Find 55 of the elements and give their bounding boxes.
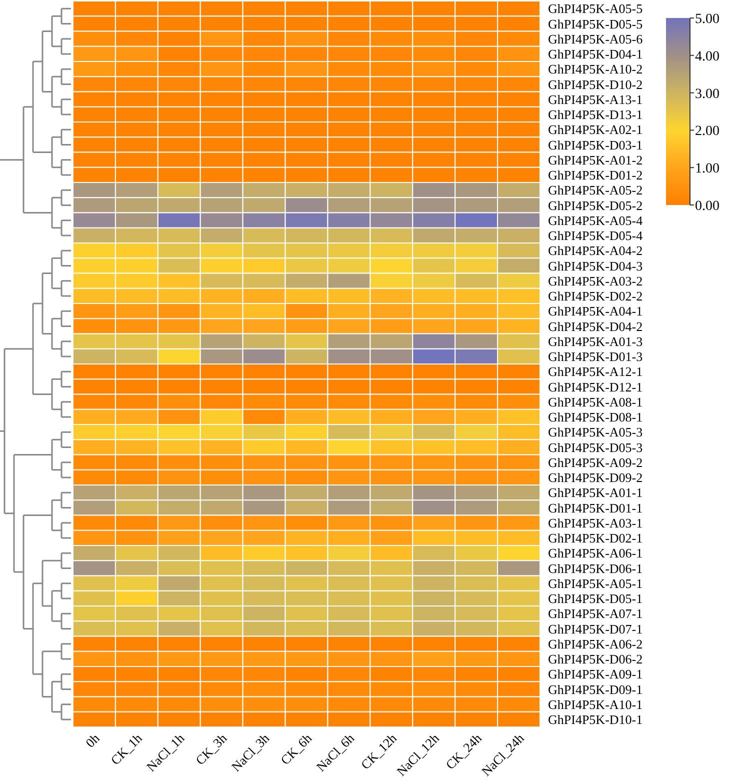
y-tick-label: GhPI4P5K-A04-1 [548, 304, 643, 319]
y-tick-label: GhPI4P5K-D05-1 [548, 591, 643, 606]
y-tick-label: GhPI4P5K-A03-1 [548, 515, 643, 530]
y-tick-label: GhPI4P5K-A05-4 [548, 212, 644, 228]
y-tick-label: GhPI4P5K-D09-2 [548, 470, 643, 486]
y-tick-label: GhPI4P5K-D06-2 [548, 652, 643, 667]
y-tick-label: GhPI4P5K-A06-1 [548, 546, 643, 561]
color-bar-label: 3.00 [695, 86, 720, 102]
y-tick-label: GhPI4P5K-A08-1 [548, 394, 643, 410]
y-tick-label: GhPI4P5K-A05-2 [548, 182, 643, 198]
y-tick-label: GhPI4P5K-D02-1 [548, 530, 643, 546]
y-tick-label: GhPI4P5K-A13-1 [548, 92, 643, 107]
y-tick-label: GhPI4P5K-D13-1 [548, 107, 643, 122]
y-tick-label: GhPI4P5K-A09-2 [548, 454, 643, 470]
y-tick-label: GhPI4P5K-A07-1 [548, 606, 643, 622]
y-tick-label: GhPI4P5K-A10-2 [548, 62, 643, 77]
y-tick-label: GhPI4P5K-D08-1 [548, 410, 643, 425]
color-bar-label: 2.00 [695, 124, 720, 140]
y-tick-label: GhPI4P5K-D09-1 [548, 682, 643, 697]
y-tick-label: GhPI4P5K-A09-1 [548, 666, 643, 682]
color-bar-label: 1.00 [695, 162, 720, 177]
y-tick-label: GhPI4P5K-D04-2 [548, 318, 643, 334]
y-tick-label: GhPI4P5K-D07-1 [548, 621, 643, 636]
y-tick-label: GhPI4P5K-A01-1 [548, 485, 643, 500]
y-tick-label: GhPI4P5K-A12-1 [548, 364, 643, 380]
y-tick-label: GhPI4P5K-A04-2 [548, 243, 643, 258]
y-tick-label: GhPI4P5K-D05-3 [548, 440, 643, 455]
y-tick-label: GhPI4P5K-D10-1 [548, 712, 643, 728]
y-tick-label: GhPI4P5K-D05-4 [548, 228, 644, 244]
y-tick-label: GhPI4P5K-A06-2 [548, 636, 643, 652]
y-tick-label: GhPI4P5K-A02-1 [548, 122, 643, 138]
y-tick-label: GhPI4P5K-A01-2 [548, 152, 643, 168]
y-tick-label: GhPI4P5K-A05-1 [548, 576, 643, 591]
color-bar-label: 5.00 [695, 12, 720, 27]
color-bar-label: 4.00 [695, 49, 720, 64]
y-tick-label: GhPI4P5K-D04-3 [548, 258, 643, 274]
y-tick-label: GhPI4P5K-A05-5 [548, 1, 643, 16]
y-tick-label: GhPI4P5K-D04-1 [548, 46, 643, 62]
y-tick-label: GhPI4P5K-D02-2 [548, 288, 643, 304]
y-tick-label: GhPI4P5K-D10-2 [548, 76, 643, 92]
y-tick-label: GhPI4P5K-A01-3 [548, 334, 643, 349]
y-tick-label: GhPI4P5K-D06-1 [548, 560, 643, 576]
color-bar-label: 0.00 [695, 199, 720, 214]
y-tick-label: GhPI4P5K-A03-2 [548, 273, 643, 288]
y-tick-label: GhPI4P5K-D01-2 [548, 168, 643, 183]
y-tick-label: GhPI4P5K-D05-5 [548, 16, 643, 32]
y-tick-label: GhPI4P5K-A05-3 [548, 424, 643, 440]
y-tick-label: GhPI4P5K-A10-1 [548, 696, 643, 712]
y-tick-label: GhPI4P5K-D01-3 [548, 349, 643, 364]
y-tick-label: GhPI4P5K-A05-6 [548, 31, 644, 46]
y-tick-label: GhPI4P5K-D03-1 [548, 137, 643, 152]
x-tick-label: 0h [82, 730, 103, 750]
y-tick-label: GhPI4P5K-D12-1 [548, 379, 643, 394]
y-tick-label: GhPI4P5K-D01-1 [548, 500, 643, 516]
y-tick-label: GhPI4P5K-D05-2 [548, 198, 643, 213]
